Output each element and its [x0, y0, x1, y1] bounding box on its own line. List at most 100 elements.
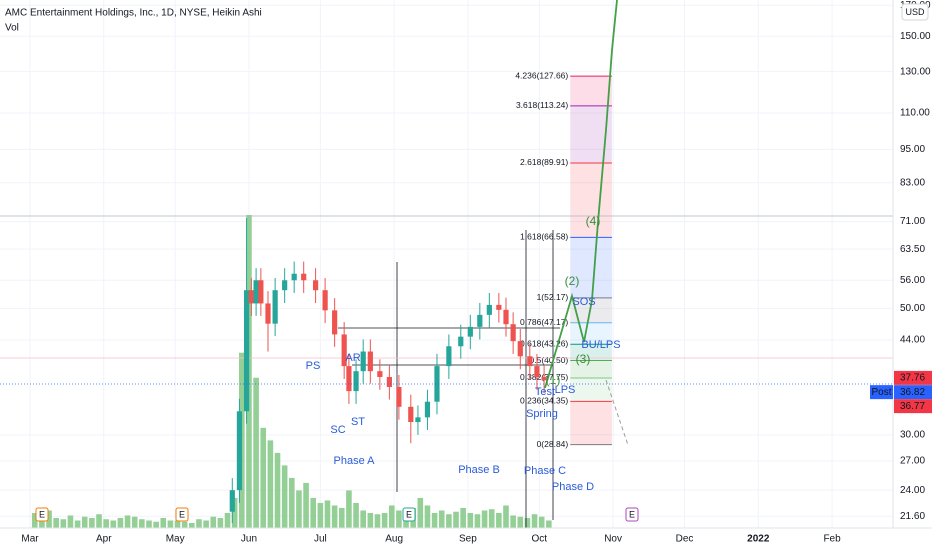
day-high-label: 37.76 — [900, 373, 925, 384]
wave-label: (2) — [565, 274, 580, 288]
x-tick-label: Jun — [241, 534, 257, 545]
candle-body — [291, 273, 297, 281]
annotation: BU/LPS — [581, 339, 620, 351]
fib-zone — [570, 162, 612, 238]
volume-bar — [453, 511, 459, 528]
candle-body — [353, 371, 359, 392]
candle-body — [312, 280, 319, 291]
earnings-marker: E — [406, 509, 412, 519]
earnings-badge — [175, 507, 189, 522]
fib-label: 0.236(34.35) — [520, 396, 568, 406]
volume-bar — [374, 514, 381, 528]
candle-body — [517, 341, 523, 357]
volume-bar — [531, 514, 538, 528]
candle-body — [360, 351, 366, 372]
volume-bar — [396, 510, 402, 528]
volume-bar — [317, 502, 324, 528]
volume-bar — [496, 512, 502, 528]
volume-bar — [360, 510, 366, 528]
x-tick-label: Apr — [96, 534, 112, 545]
volume-bar — [196, 519, 202, 528]
candle-body — [467, 326, 473, 337]
volume-bar — [424, 505, 431, 528]
volume-bar — [367, 512, 374, 528]
fib-layer: 4.236(127.66) 3.618(113.24) 2.618(89.91) 1.… — [515, 70, 612, 449]
volume-bar — [481, 510, 488, 528]
volume-bar — [503, 505, 509, 528]
volume-bar — [296, 490, 302, 528]
fib-zone — [570, 401, 612, 445]
volume-bar — [446, 514, 452, 528]
fib-label: 0.618(43.26) — [520, 338, 568, 348]
candle-body — [265, 303, 271, 324]
x-tick-label: Aug — [385, 534, 403, 545]
volume-bar — [31, 512, 38, 528]
candle-body — [322, 290, 328, 311]
annotation: Phase B — [458, 464, 500, 476]
y-tick-label: 50.00 — [900, 303, 925, 314]
volume-bar — [388, 505, 395, 528]
currency-button[interactable] — [901, 3, 929, 21]
x-tick-label: Oct — [532, 534, 548, 545]
y-tick-label: 30.00 — [900, 430, 925, 441]
y-tick-label: 83.00 — [900, 177, 925, 188]
candle-body — [258, 280, 264, 304]
price-axis — [893, 0, 932, 550]
volume-bar — [189, 522, 195, 528]
fib-zone — [570, 377, 612, 402]
volume-bar — [96, 514, 102, 528]
candle-body — [377, 371, 383, 377]
earnings-badge — [35, 507, 49, 522]
volume-bar — [253, 377, 259, 528]
volume-bar — [46, 510, 52, 528]
volume-bar — [103, 519, 109, 528]
fib-label: 3.618(113.24) — [516, 100, 568, 110]
volume-bar — [281, 465, 288, 528]
candle-body — [332, 310, 338, 335]
volume-bar — [538, 516, 545, 528]
x-tick-label: Jul — [314, 534, 327, 545]
annotation: Test — [535, 386, 555, 398]
volume-bar — [267, 440, 274, 528]
last-price-label: 36.82 — [900, 387, 925, 398]
volume-bar — [324, 500, 331, 528]
y-tick-label: 56.00 — [900, 275, 925, 286]
volume-bar — [167, 520, 174, 528]
candle-body — [341, 334, 347, 367]
volume-bar — [488, 509, 495, 528]
earnings-badge — [402, 507, 416, 522]
candle-body — [527, 356, 533, 367]
annotation: AR — [345, 352, 360, 364]
fib-label: 1(52.17) — [537, 292, 569, 302]
earnings-marker: E — [179, 509, 185, 519]
candle-body — [424, 401, 431, 418]
session-box — [870, 385, 893, 400]
candle-body — [415, 417, 421, 423]
candle-body — [534, 366, 540, 377]
y-tick-label: 110.00 — [900, 108, 930, 119]
drawings — [338, 230, 560, 528]
annotation: Phase D — [552, 481, 594, 493]
volume-bar — [224, 512, 231, 528]
chart-title: AMC Entertainment Holdings, Inc., 1D, NY… — [5, 8, 262, 19]
volume-bar — [274, 452, 281, 528]
volume-bar — [124, 515, 131, 528]
y-tick-label: 27.00 — [900, 456, 925, 467]
candle-body — [486, 304, 492, 315]
wave-label: (1) — [546, 373, 561, 387]
day-high-label-box — [894, 370, 932, 385]
volume-bar — [438, 510, 445, 528]
x-tick-label: Sep — [459, 534, 477, 545]
volume-bar — [338, 507, 345, 528]
volume-bar — [67, 515, 74, 528]
currency[interactable]: USD — [905, 7, 925, 17]
volume-bar — [174, 520, 181, 528]
wave-label: (3) — [576, 352, 591, 366]
volume-bar — [231, 497, 238, 528]
y-tick-label: 95.00 — [900, 144, 925, 155]
candle-body — [253, 280, 259, 304]
candle-body — [301, 273, 307, 281]
